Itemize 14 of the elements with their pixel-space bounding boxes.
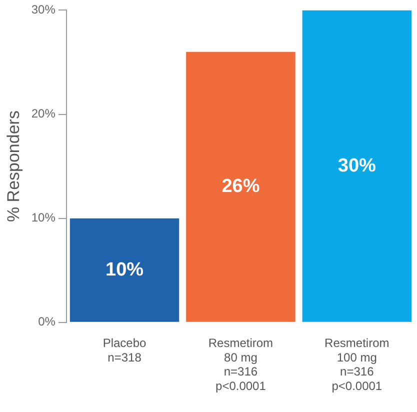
data-label: 30% [338,155,376,176]
bar [302,10,412,322]
y-tick-label: 0% [38,314,56,329]
x-tick-label: Resmetirom 80 mg n=316 p<0.0001 [208,336,274,394]
bar [186,52,296,322]
data-label: 10% [106,259,144,280]
y-tick-label: 30% [31,2,56,17]
y-tick-label: 10% [31,210,56,225]
x-tick-label: Placebo n=318 [102,336,147,364]
x-tick-label: Resmetirom 100 mg n=316 p<0.0001 [324,336,390,394]
y-axis-title: % Responders [4,110,23,222]
data-label: 26% [222,176,260,198]
bar [70,218,180,322]
y-tick-label: 20% [31,106,56,121]
